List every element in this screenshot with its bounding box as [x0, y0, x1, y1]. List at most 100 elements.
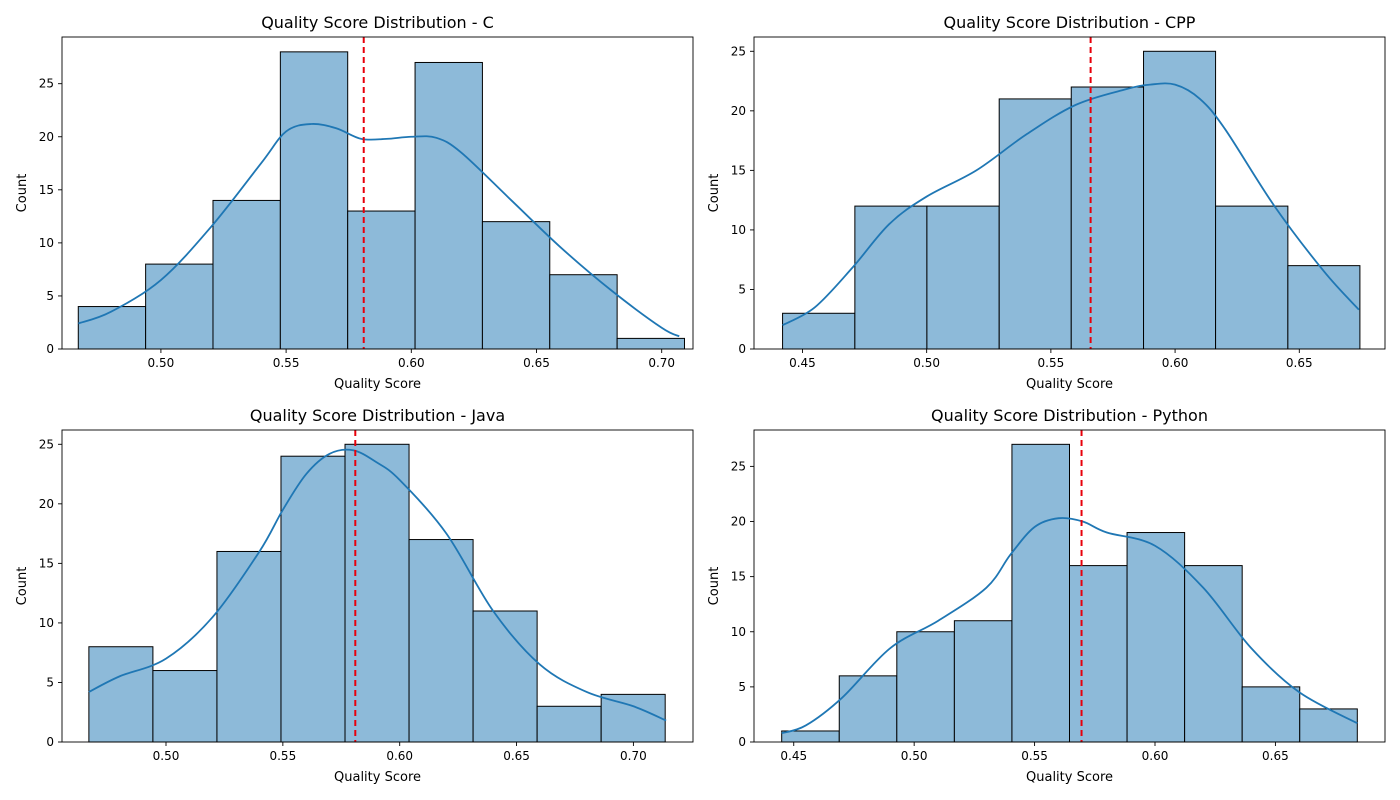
x-tick-label: 0.65	[503, 749, 530, 763]
chart-title: Quality Score Distribution - Java	[250, 406, 505, 425]
subplot-2: 0.45 0.50 0.55 0.60 0.65 0 5 10 15 20 25 Quality Sc…	[707, 13, 1386, 392]
x-tick-label: 0.65	[1286, 356, 1313, 370]
axes-frame	[61, 429, 694, 743]
x-axis-label: Quality Score	[334, 377, 421, 392]
y-tick-label: 5	[738, 680, 746, 694]
x-tick-label: 0.50	[913, 356, 940, 370]
y-tick-label: 5	[46, 289, 54, 303]
x-tick-label: 0.55	[1021, 749, 1048, 763]
y-tick-label: 10	[39, 616, 54, 630]
histogram-bar	[600, 693, 666, 743]
histogram-bar	[152, 670, 218, 743]
y-tick-label: 25	[39, 77, 54, 91]
y-tick-label: 0	[46, 342, 54, 356]
y-tick-label: 5	[46, 675, 54, 689]
histogram-bar	[1215, 205, 1289, 350]
histogram-bar	[926, 205, 1000, 350]
y-tick-label: 20	[39, 130, 54, 144]
histogram-bar	[1299, 708, 1358, 743]
x-tick-label: 0.55	[273, 356, 300, 370]
histogram-bar	[838, 675, 898, 743]
histogram-bar	[481, 221, 551, 350]
y-axis-label: Count	[707, 567, 722, 606]
histogram-bar	[1184, 565, 1243, 743]
y-tick-label: 15	[731, 163, 746, 177]
histogram-bar	[854, 205, 928, 350]
histogram-bar	[1011, 443, 1071, 743]
x-tick-label: 0.65	[1262, 749, 1289, 763]
x-tick-label: 0.50	[153, 749, 180, 763]
x-tick-label: 0.70	[648, 356, 675, 370]
histogram-bar	[1143, 50, 1217, 350]
y-tick-label: 15	[39, 556, 54, 570]
y-tick-label: 10	[731, 625, 746, 639]
histogram-bar	[616, 337, 685, 350]
histogram-bar	[212, 199, 281, 350]
histogram-bar	[1070, 86, 1145, 350]
y-tick-label: 25	[731, 44, 746, 58]
axes-frame	[753, 36, 1386, 350]
histogram-bar	[781, 730, 840, 743]
y-tick-label: 10	[39, 236, 54, 250]
chart-title: Quality Score Distribution - C	[261, 13, 494, 32]
kde-curve	[782, 82, 1360, 326]
histogram-bar	[414, 61, 483, 350]
histogram-bar	[472, 610, 538, 743]
histogram-bar	[279, 51, 349, 350]
histogram-bar	[1126, 532, 1186, 743]
x-tick-label: 0.55	[269, 749, 296, 763]
histogram-bar	[408, 539, 474, 743]
x-axis-label: Quality Score	[1026, 770, 1113, 785]
y-tick-label: 10	[731, 223, 746, 237]
axes-frame	[753, 429, 1386, 743]
subplot-4: 0.45 0.50 0.55 0.60 0.65 0 5 10 15 20 25 Quality Sc…	[707, 406, 1386, 785]
x-tick-label: 0.55	[1038, 356, 1065, 370]
x-tick-label: 0.70	[620, 749, 647, 763]
y-tick-label: 25	[39, 437, 54, 451]
y-tick-label: 0	[738, 342, 746, 356]
y-tick-label: 25	[731, 459, 746, 473]
histogram-bar	[896, 631, 955, 743]
x-tick-label: 0.60	[1162, 356, 1189, 370]
histogram-bar	[347, 210, 416, 350]
chart-title: Quality Score Distribution - Python	[931, 406, 1208, 425]
y-tick-label: 20	[39, 497, 54, 511]
histogram-bar	[216, 550, 282, 743]
y-tick-label: 5	[738, 282, 746, 296]
y-axis-label: Count	[707, 174, 722, 213]
histogram-bar	[1241, 686, 1301, 743]
histogram-bar	[1287, 265, 1361, 350]
histogram-bar	[536, 705, 602, 743]
axes-frame	[61, 36, 694, 350]
x-tick-label: 0.60	[398, 356, 425, 370]
histogram-bar	[998, 98, 1072, 350]
subplot-3: 0.50 0.55 0.60 0.65 0.70 0 5 10 15 20 25 Quality Sc…	[15, 406, 694, 785]
x-tick-label: 0.50	[901, 749, 928, 763]
kde-curve	[77, 123, 680, 338]
x-axis-label: Quality Score	[334, 770, 421, 785]
y-axis-label: Count	[15, 174, 30, 213]
y-tick-label: 20	[731, 104, 746, 118]
x-axis-label: Quality Score	[1026, 377, 1113, 392]
kde-curve	[781, 517, 1358, 735]
x-tick-label: 0.60	[386, 749, 413, 763]
y-tick-label: 15	[39, 183, 54, 197]
histogram-bar	[953, 620, 1013, 743]
y-axis-label: Count	[15, 567, 30, 606]
x-tick-label: 0.60	[1142, 749, 1169, 763]
y-tick-label: 15	[731, 570, 746, 584]
subplot-1: 0.50 0.55 0.60 0.65 0.70 0 5 10 15 20 25 Quality Sc…	[15, 13, 694, 392]
histogram-bar	[145, 263, 214, 350]
y-tick-label: 0	[46, 735, 54, 749]
histogram-bar	[782, 312, 856, 350]
histogram-bar	[88, 646, 154, 743]
x-tick-label: 0.45	[780, 749, 807, 763]
y-tick-label: 0	[738, 735, 746, 749]
x-tick-label: 0.65	[523, 356, 550, 370]
chart-title: Quality Score Distribution - CPP	[944, 13, 1196, 32]
histogram-bar	[77, 306, 147, 350]
histogram-bar	[280, 455, 346, 743]
x-tick-label: 0.50	[148, 356, 175, 370]
y-tick-label: 20	[731, 515, 746, 529]
